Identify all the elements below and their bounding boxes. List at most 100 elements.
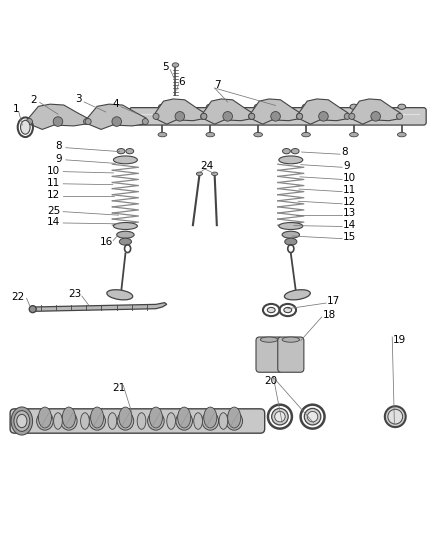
Ellipse shape (201, 114, 207, 119)
Text: 22: 22 (11, 292, 25, 302)
Ellipse shape (91, 407, 104, 428)
Polygon shape (28, 104, 87, 130)
Ellipse shape (279, 223, 303, 230)
Ellipse shape (81, 413, 89, 429)
Text: 9: 9 (343, 160, 350, 171)
Ellipse shape (307, 411, 318, 422)
Ellipse shape (158, 133, 167, 137)
Ellipse shape (29, 305, 36, 313)
Polygon shape (155, 99, 204, 124)
Ellipse shape (126, 149, 134, 154)
Ellipse shape (149, 407, 162, 428)
Ellipse shape (39, 407, 51, 428)
Ellipse shape (117, 412, 134, 430)
Text: 16: 16 (100, 237, 113, 247)
Ellipse shape (196, 172, 202, 175)
Text: 8: 8 (341, 148, 347, 157)
Ellipse shape (249, 114, 255, 119)
Ellipse shape (371, 111, 381, 121)
Ellipse shape (248, 114, 254, 119)
Ellipse shape (302, 104, 310, 109)
Ellipse shape (282, 231, 300, 238)
Ellipse shape (254, 133, 262, 137)
Text: 2: 2 (31, 95, 37, 105)
Ellipse shape (175, 111, 185, 121)
Ellipse shape (397, 133, 406, 137)
Ellipse shape (291, 149, 299, 154)
Text: 11: 11 (47, 178, 60, 188)
Polygon shape (31, 303, 167, 311)
Ellipse shape (17, 414, 27, 427)
Text: 11: 11 (343, 185, 356, 195)
Polygon shape (87, 104, 146, 130)
Ellipse shape (148, 412, 164, 430)
Polygon shape (351, 99, 400, 124)
Ellipse shape (84, 118, 90, 125)
Ellipse shape (284, 290, 310, 300)
Ellipse shape (204, 407, 217, 428)
Ellipse shape (385, 406, 406, 427)
Text: 9: 9 (56, 154, 62, 164)
Text: 10: 10 (343, 173, 356, 183)
Text: 14: 14 (343, 220, 356, 230)
Text: 17: 17 (327, 296, 340, 306)
Ellipse shape (201, 114, 207, 119)
Ellipse shape (85, 118, 91, 125)
Ellipse shape (388, 409, 403, 424)
Ellipse shape (117, 231, 134, 238)
Text: 6: 6 (179, 77, 185, 87)
Ellipse shape (113, 156, 138, 164)
Text: 10: 10 (47, 166, 60, 176)
Ellipse shape (254, 104, 262, 109)
Text: 18: 18 (322, 310, 336, 320)
Ellipse shape (112, 117, 121, 126)
Text: 7: 7 (214, 80, 221, 91)
Text: 12: 12 (47, 190, 60, 200)
Ellipse shape (350, 104, 358, 109)
Ellipse shape (117, 149, 125, 154)
Ellipse shape (282, 337, 300, 342)
Text: 21: 21 (112, 383, 126, 393)
Ellipse shape (176, 412, 192, 430)
Text: 13: 13 (343, 208, 356, 219)
Ellipse shape (53, 117, 63, 126)
Ellipse shape (206, 104, 214, 109)
Ellipse shape (319, 111, 328, 121)
Ellipse shape (159, 104, 166, 109)
Text: 15: 15 (343, 232, 356, 242)
Ellipse shape (344, 114, 350, 119)
Ellipse shape (206, 133, 215, 137)
Ellipse shape (172, 63, 179, 67)
Ellipse shape (302, 133, 311, 137)
Ellipse shape (202, 412, 219, 430)
Ellipse shape (284, 308, 292, 313)
Ellipse shape (26, 118, 32, 125)
Text: 5: 5 (162, 62, 169, 72)
Ellipse shape (396, 114, 403, 119)
Ellipse shape (349, 114, 355, 119)
FancyBboxPatch shape (278, 337, 304, 372)
Ellipse shape (272, 408, 288, 425)
Ellipse shape (53, 413, 62, 429)
Text: 14: 14 (47, 217, 60, 227)
Ellipse shape (223, 111, 233, 121)
FancyBboxPatch shape (256, 337, 282, 372)
Ellipse shape (153, 114, 159, 119)
Ellipse shape (297, 114, 303, 119)
Ellipse shape (228, 407, 241, 428)
Ellipse shape (14, 410, 30, 431)
Ellipse shape (283, 149, 290, 154)
Ellipse shape (279, 156, 303, 164)
FancyBboxPatch shape (129, 108, 426, 125)
Ellipse shape (285, 238, 297, 245)
Text: 4: 4 (113, 99, 119, 109)
Ellipse shape (89, 412, 106, 430)
Ellipse shape (271, 111, 280, 121)
FancyBboxPatch shape (10, 409, 265, 433)
Polygon shape (203, 99, 252, 124)
Ellipse shape (108, 413, 117, 429)
Text: 23: 23 (68, 289, 81, 300)
Ellipse shape (275, 411, 285, 422)
Ellipse shape (398, 104, 406, 109)
Ellipse shape (113, 223, 138, 230)
